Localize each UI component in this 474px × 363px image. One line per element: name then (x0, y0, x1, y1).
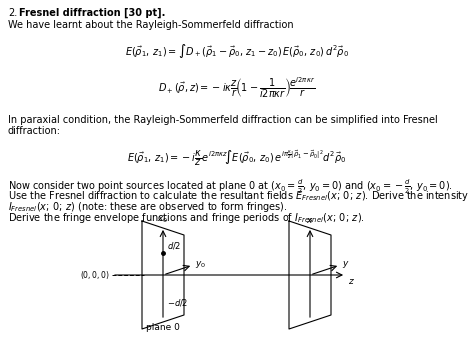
Text: Use the Fresnel diffraction to calculate the resultant fields $E_{Fresnel}(x;\, : Use the Fresnel diffraction to calculate… (8, 189, 469, 203)
Text: Derive the fringe envelope functions and fringe periods of $I_{Fresnel}(x;\, 0;\: Derive the fringe envelope functions and… (8, 211, 365, 225)
Text: We have learnt about the Rayleigh-Sommerfeld diffraction: We have learnt about the Rayleigh-Sommer… (8, 20, 293, 30)
Text: 2.: 2. (8, 8, 17, 18)
Text: $x$: $x$ (306, 216, 314, 225)
Text: plane 0: plane 0 (146, 323, 180, 332)
Text: In paraxial condition, the Rayleigh-Sommerfeld diffraction can be simplified int: In paraxial condition, the Rayleigh-Somm… (8, 115, 438, 125)
Text: $-d/2$: $-d/2$ (167, 297, 188, 309)
Text: $(0,0,0)$: $(0,0,0)$ (80, 269, 110, 281)
Text: $E(\vec{\rho}_1,\, z_1) = \int D_+(\vec{\rho}_1 - \vec{\rho}_0,\, z_1 - z_0)\,E(: $E(\vec{\rho}_1,\, z_1) = \int D_+(\vec{… (125, 42, 349, 60)
Text: $y_0$: $y_0$ (195, 260, 206, 270)
Text: diffraction:: diffraction: (8, 126, 61, 136)
Text: $y$: $y$ (342, 260, 350, 270)
Text: $x_0$: $x_0$ (157, 215, 169, 225)
Text: $E(\vec{\rho}_1,\, z_1) = -i\dfrac{\kappa}{z}e^{i2\pi\kappa z}\!\int E(\vec{\rho: $E(\vec{\rho}_1,\, z_1) = -i\dfrac{\kapp… (127, 148, 347, 168)
Text: $I_{Fresnel}(x;\, 0;\, z)$ (note: these are observed to form fringes).: $I_{Fresnel}(x;\, 0;\, z)$ (note: these … (8, 200, 287, 214)
Text: $z$: $z$ (348, 277, 355, 286)
Text: Fresnel diffraction [30 pt].: Fresnel diffraction [30 pt]. (19, 8, 165, 18)
Text: $d/2$: $d/2$ (167, 240, 182, 250)
Text: Now consider two point sources located at plane 0 at $(x_0 = \frac{d}{2},\,y_0 =: Now consider two point sources located a… (8, 178, 453, 196)
Text: $D_+(\vec{\rho}, z) = -i\kappa\dfrac{z}{r}\!\left(1 - \dfrac{1}{i2\pi\kappa r}\r: $D_+(\vec{\rho}, z) = -i\kappa\dfrac{z}{… (158, 75, 316, 100)
